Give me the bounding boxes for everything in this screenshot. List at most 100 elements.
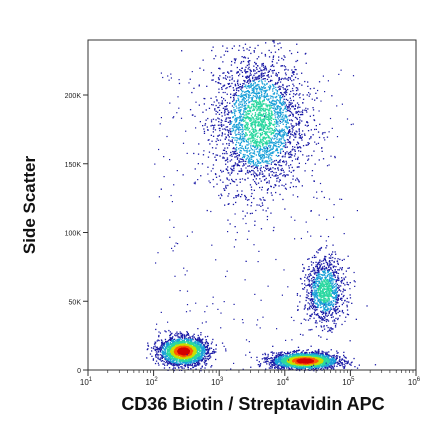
data-point: [175, 363, 177, 365]
data-point: [283, 174, 285, 176]
data-point: [224, 99, 226, 102]
data-point: [285, 114, 287, 116]
data-point: [227, 110, 229, 112]
data-point: [184, 337, 186, 339]
data-point: [323, 299, 325, 301]
data-point: [257, 108, 259, 110]
data-point: [225, 187, 227, 189]
data-point: [281, 118, 283, 120]
data-point: [329, 273, 331, 275]
data-point: [187, 362, 189, 364]
data-point: [263, 146, 265, 148]
data-point: [195, 368, 197, 370]
data-point: [236, 126, 238, 128]
data-point: [314, 294, 316, 296]
data-point: [321, 290, 323, 292]
data-point: [206, 357, 208, 360]
data-point: [326, 245, 328, 247]
data-point: [254, 72, 256, 75]
data-point: [258, 149, 260, 151]
data-point: [272, 95, 274, 98]
data-point: [265, 160, 268, 163]
data-point: [226, 87, 228, 89]
data-point: [278, 133, 280, 135]
data-point: [298, 121, 300, 123]
data-point: [219, 127, 221, 130]
data-point: [327, 265, 330, 267]
data-point: [275, 191, 277, 194]
data-point: [343, 289, 345, 291]
data-point: [331, 331, 333, 333]
data-point: [279, 112, 281, 115]
data-point: [239, 83, 241, 85]
data-point: [253, 136, 255, 138]
data-point: [237, 84, 239, 86]
data-point: [198, 336, 200, 338]
data-point: [264, 91, 267, 93]
data-point: [163, 353, 165, 356]
data-point: [276, 150, 279, 152]
data-point: [313, 289, 315, 291]
data-point: [265, 143, 267, 145]
data-point: [292, 83, 294, 85]
data-point: [342, 273, 345, 275]
data-point: [277, 111, 279, 113]
data-point: [351, 302, 353, 304]
data-point: [183, 339, 185, 342]
data-point: [286, 135, 288, 137]
data-point: [324, 294, 326, 297]
data-point: [265, 147, 268, 149]
data-point: [215, 173, 217, 176]
data-point: [176, 339, 178, 341]
data-point: [187, 363, 190, 365]
data-point: [161, 343, 163, 345]
data-point: [274, 142, 276, 144]
data-point: [216, 100, 218, 102]
data-point: [324, 257, 326, 259]
data-point: [231, 180, 234, 182]
data-point: [154, 348, 156, 350]
data-point: [233, 80, 235, 82]
data-point: [335, 298, 337, 301]
data-point: [262, 137, 264, 139]
data-point: [233, 109, 235, 111]
data-point: [296, 87, 299, 89]
data-point: [282, 86, 284, 89]
data-point: [332, 328, 334, 330]
data-point: [238, 170, 240, 172]
data-point: [271, 154, 273, 157]
data-point: [295, 89, 298, 92]
data-point: [321, 294, 323, 297]
data-point: [312, 298, 314, 300]
data-point: [257, 124, 259, 126]
data-point: [296, 118, 298, 120]
data-point: [252, 120, 255, 122]
data-point: [155, 356, 157, 358]
data-point: [271, 83, 274, 86]
data-point: [317, 276, 319, 278]
data-point: [237, 97, 239, 99]
data-point: [307, 158, 310, 160]
data-point: [245, 132, 247, 134]
data-point: [201, 358, 203, 361]
data-point: [257, 147, 259, 149]
data-point: [154, 345, 156, 347]
data-point: [265, 177, 267, 180]
data-point: [319, 294, 321, 296]
data-point: [150, 347, 153, 349]
data-point: [212, 135, 215, 137]
data-point: [169, 362, 172, 364]
data-point: [189, 336, 191, 338]
data-point: [249, 109, 251, 112]
data-point: [315, 272, 317, 274]
data-point: [267, 119, 269, 121]
data-point: [257, 123, 259, 126]
data-point: [316, 280, 318, 282]
data-point: [313, 302, 315, 304]
data-point: [250, 107, 252, 109]
data-point: [269, 80, 272, 82]
data-point: [286, 174, 288, 176]
data-point: [168, 367, 171, 369]
data-point: [235, 150, 237, 152]
data-point: [168, 345, 171, 347]
